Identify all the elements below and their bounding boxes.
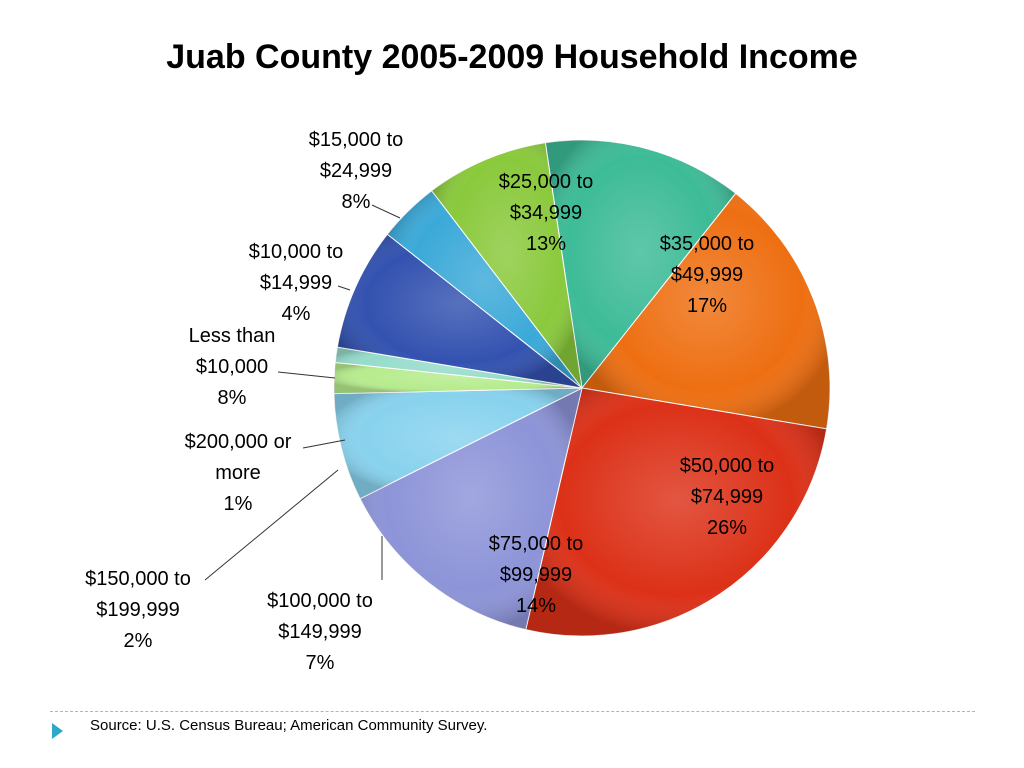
footer-divider	[50, 711, 975, 712]
slice-value-label: 2%	[124, 630, 153, 652]
slice-label: $150,000 to $199,999 2%	[85, 568, 191, 652]
slice-value-label: 26%	[707, 517, 747, 539]
pie-slice-shading	[360, 388, 582, 630]
leader-line	[302, 439, 346, 449]
slice-category-label: $15,000 to	[309, 129, 404, 151]
slice-label: $200,000 or more 1%	[185, 431, 292, 515]
slice-value-label: 8%	[342, 191, 371, 213]
slice-label: $50,000 to $74,999 26%	[680, 455, 775, 539]
slice-category-label: $14,999	[260, 272, 332, 294]
slice-value-label: 14%	[516, 595, 556, 617]
slice-category-label: $200,000 or	[185, 431, 292, 453]
slice-category-label: $150,000 to	[85, 568, 191, 590]
slice-label: Less than $10,000 8%	[189, 325, 276, 409]
slice-value-label: 17%	[687, 295, 727, 317]
pie-slice-shading	[334, 388, 582, 499]
slice-category-label: $50,000 to	[680, 455, 775, 477]
slice-category-label: Less than	[189, 325, 276, 347]
slice-value-label: 7%	[306, 652, 335, 674]
slice-category-label: $10,000	[196, 356, 268, 378]
pie-slice-shading	[525, 388, 827, 637]
leader-line	[277, 371, 336, 379]
slice-value-label: 1%	[224, 493, 253, 515]
slice-category-label: $74,999	[691, 486, 763, 508]
slice-category-label: $99,999	[500, 564, 572, 586]
slice-category-label: $100,000 to	[267, 590, 373, 612]
pie-slice-shading	[337, 234, 582, 388]
leader-line	[204, 469, 339, 581]
slice-label: $75,000 to $99,999 14%	[489, 533, 584, 617]
slice-label: $15,000 to $24,999 8%	[309, 129, 404, 213]
bullet-arrow-icon	[52, 723, 63, 739]
slice-label: $100,000 to $149,999 7%	[267, 590, 373, 674]
slice-category-label: $199,999	[96, 599, 179, 621]
slice-category-label: $24,999	[320, 160, 392, 182]
slice-category-label: $49,999	[671, 264, 743, 286]
slice-value-label: 13%	[526, 233, 566, 255]
leader-line	[371, 204, 401, 219]
chart-title: Juab County 2005-2009 Household Income	[166, 38, 858, 76]
slice-value-label: 4%	[282, 303, 311, 325]
pie-slice-shading	[545, 139, 736, 388]
pie-slice-shading	[333, 362, 582, 394]
slice-label: $10,000 to $14,999 4%	[249, 241, 344, 325]
slice-category-label: $10,000 to	[249, 241, 344, 263]
slice-category-label: $75,000 to	[489, 533, 584, 555]
pie-chart: $25,000 to $34,999 13% $35,000 to $49,999 17%…	[85, 129, 831, 674]
slice-label: $25,000 to $34,999 13%	[499, 171, 594, 255]
slice-label: $35,000 to $49,999 17%	[660, 233, 755, 317]
slice-category-label: $34,999	[510, 202, 582, 224]
slice-category-label: more	[215, 462, 261, 484]
pie-slice-shading	[387, 190, 582, 388]
source-note: Source: U.S. Census Bureau; American Com…	[90, 717, 488, 734]
pie-slice-shading	[431, 142, 582, 388]
pie-slice-shading	[582, 193, 831, 429]
slice-category-label: $149,999	[278, 621, 361, 643]
slice-category-label: $25,000 to	[499, 171, 594, 193]
slice-value-label: 8%	[218, 387, 247, 409]
slice-category-label: $35,000 to	[660, 233, 755, 255]
leader-line	[337, 285, 351, 291]
